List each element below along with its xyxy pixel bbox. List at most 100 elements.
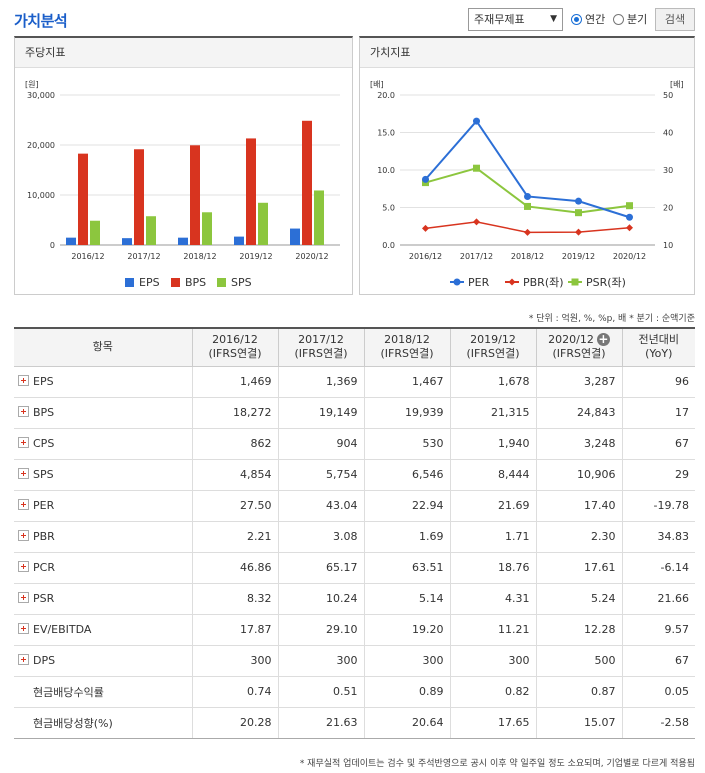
- per-share-panel: 주당지표 [원] 0 10,000 20,000 30,000 2016/12 2017/1…: [14, 36, 353, 295]
- y-right-tick-label: 50: [663, 91, 673, 100]
- value-cell: 904: [277, 427, 365, 460]
- yoy-cell: -6.14: [621, 551, 695, 584]
- yoy-cell: -2.58: [621, 706, 695, 739]
- header-text: (IFRS연결): [380, 347, 434, 361]
- value-cell: 1,940: [449, 427, 537, 460]
- value-cell: 3.08: [277, 520, 365, 553]
- value-cell: 19.20: [363, 613, 451, 646]
- x-tick-label: 2020/12: [613, 252, 646, 261]
- table-row: 현금배당성향(%) 20.28 21.63 20.64 17.65 15.07 -2.58: [14, 706, 695, 739]
- x-tick-label: 2020/12: [295, 252, 328, 261]
- expand-icon[interactable]: [18, 654, 29, 665]
- table-row: EPS 1,469 1,369 1,467 1,678 3,287 96: [14, 365, 695, 398]
- expand-icon[interactable]: [18, 530, 29, 541]
- row-label-text: BPS: [33, 406, 55, 419]
- value-cell: 1,369: [277, 365, 365, 398]
- bar-eps: [66, 237, 76, 245]
- value-cell: 63.51: [363, 551, 451, 584]
- y-tick-label: 0: [50, 241, 55, 250]
- value-cell: 0.74: [191, 675, 279, 708]
- value-cell: 1,678: [449, 365, 537, 398]
- yoy-cell: 21.66: [621, 582, 695, 615]
- row-label[interactable]: CPS: [14, 427, 193, 460]
- page-title: 가치분석: [14, 12, 68, 30]
- value-cell: 17.65: [449, 706, 537, 739]
- x-tick-label: 2018/12: [511, 252, 544, 261]
- bar-eps: [122, 238, 132, 245]
- table-row: SPS 4,854 5,754 6,546 8,444 10,906 29: [14, 458, 695, 491]
- expand-icon[interactable]: [18, 592, 29, 603]
- legend-swatch: [171, 278, 180, 287]
- valuation-table: 항목 2016/12 (IFRS연결) 2017/12 (IFRS연결) 2018/12(…: [14, 327, 695, 739]
- header-text: 2016/12: [212, 333, 258, 347]
- statement-type-select[interactable]: 주재무제표 ▼: [468, 8, 563, 31]
- y-axis-left-unit: [배]: [370, 80, 384, 89]
- value-cell: 300: [191, 644, 279, 677]
- value-cell: 0.51: [277, 675, 365, 708]
- expand-icon[interactable]: [18, 437, 29, 448]
- expand-icon[interactable]: [18, 468, 29, 479]
- unit-note: * 단위 : 억원, %, %p, 배 * 분기 : 순액기준: [528, 314, 695, 324]
- row-label[interactable]: SPS: [14, 458, 193, 491]
- value-cell: 20.64: [363, 706, 451, 739]
- x-tick-label: 2017/12: [460, 252, 493, 261]
- value-cell: 21.69: [449, 489, 537, 522]
- expand-icon[interactable]: [18, 561, 29, 572]
- expand-icon[interactable]: [18, 406, 29, 417]
- x-tick-label: 2018/12: [183, 252, 216, 261]
- expand-icon[interactable]: [18, 499, 29, 510]
- yoy-cell: 67: [621, 427, 695, 460]
- row-label[interactable]: EPS: [14, 365, 193, 398]
- y-left-tick-label: 10.0: [377, 166, 395, 175]
- search-button[interactable]: 검색: [655, 8, 695, 31]
- yoy-cell: 17: [621, 396, 695, 429]
- radio-annual[interactable]: 연간: [571, 11, 605, 27]
- legend-label: PSR(좌): [586, 276, 626, 289]
- point-per: [422, 175, 429, 183]
- row-label[interactable]: PSR: [14, 582, 193, 615]
- top-bar: 가치분석 주재무제표 ▼ 연간 분기 검색: [0, 0, 705, 36]
- value-cell: 300: [363, 644, 451, 677]
- value-cell: 1,467: [363, 365, 451, 398]
- y-right-tick-label: 40: [663, 129, 673, 138]
- value-cell: 20.28: [191, 706, 279, 739]
- header-text: 2019/12: [470, 333, 516, 347]
- header-text: 전년대비: [638, 333, 679, 347]
- value-cell: 10,906: [535, 458, 623, 491]
- radio-quarter[interactable]: 분기: [613, 11, 647, 27]
- value-cell: 5,754: [277, 458, 365, 491]
- value-cell: 3,287: [535, 365, 623, 398]
- table-row: DPS 300 300 300 300 500 67: [14, 644, 695, 677]
- value-cell: 8,444: [449, 458, 537, 491]
- row-label-text: PBR: [33, 530, 55, 543]
- legend-label: SPS: [231, 276, 252, 289]
- y-right-tick-label: 10: [663, 241, 673, 250]
- row-label[interactable]: EV/EBITDA: [14, 613, 193, 646]
- radio-quarter-label: 분기: [627, 13, 648, 26]
- row-label[interactable]: PER: [14, 489, 193, 522]
- point-per: [473, 117, 480, 125]
- per-share-bar-chart: [원] 0 10,000 20,000 30,000 2016/12 2017/12 2018…: [25, 80, 340, 289]
- add-period-icon[interactable]: +: [596, 332, 610, 347]
- row-label[interactable]: BPS: [14, 396, 193, 429]
- row-label[interactable]: PBR: [14, 520, 193, 553]
- row-label[interactable]: PCR: [14, 551, 193, 584]
- table-row: PER 27.50 43.04 22.94 21.69 17.40 -19.78: [14, 489, 695, 522]
- y-tick-label: 30,000: [27, 91, 55, 100]
- x-tick-label: 2019/12: [239, 252, 272, 261]
- point-pbr: [524, 228, 531, 236]
- table-row: EV/EBITDA 17.87 29.10 19.20 11.21 12.28 9.57: [14, 613, 695, 646]
- footnote: * 재무실적 업데이트는 검수 및 주석반영으로 공시 이후 약 일주일 정도 …: [299, 759, 695, 769]
- expand-icon[interactable]: [18, 375, 29, 386]
- statement-type-value: 주재무제표: [474, 13, 525, 26]
- value-cell: 500: [535, 644, 623, 677]
- value-cell: 8.32: [191, 582, 279, 615]
- value-cell: 1.69: [363, 520, 451, 553]
- expand-icon[interactable]: [18, 623, 29, 634]
- row-label[interactable]: DPS: [14, 644, 193, 677]
- y-right-tick-label: 30: [663, 166, 673, 175]
- y-left-tick-label: 0.0: [382, 241, 395, 250]
- value-cell: 2.21: [191, 520, 279, 553]
- bar-bps: [78, 153, 88, 245]
- header-text: (IFRS연결): [208, 347, 262, 361]
